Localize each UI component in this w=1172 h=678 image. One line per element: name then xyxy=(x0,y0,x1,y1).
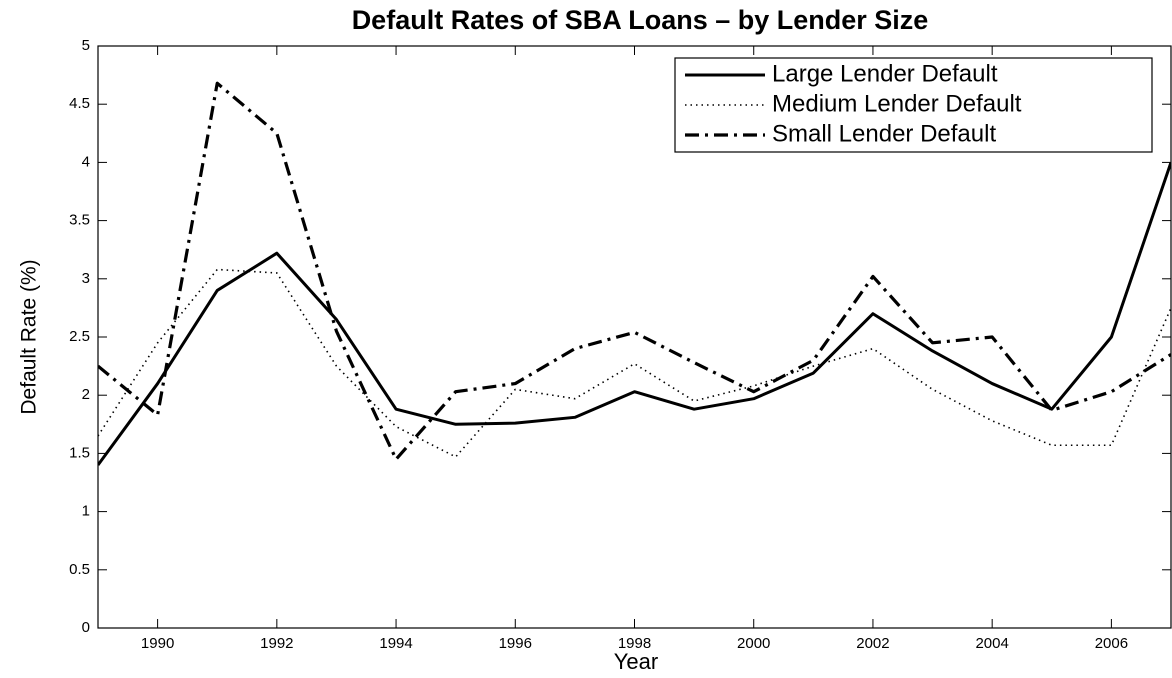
y-tick-label: 0 xyxy=(82,619,90,636)
y-tick-label: 3 xyxy=(82,270,90,287)
x-tick-label: 2004 xyxy=(975,635,1008,652)
x-tick-label: 2000 xyxy=(737,635,770,652)
legend-label: Large Lender Default xyxy=(772,60,998,87)
series-line xyxy=(98,81,1171,461)
x-tick-label: 1992 xyxy=(260,635,293,652)
y-tick-label: 4.5 xyxy=(69,95,90,112)
x-tick-label: 2002 xyxy=(856,635,889,652)
legend-label: Small Lender Default xyxy=(772,120,996,147)
x-axis-label: Year xyxy=(614,649,658,674)
x-tick-label: 1994 xyxy=(379,635,412,652)
series-line xyxy=(98,161,1171,466)
y-tick-label: 5 xyxy=(82,37,90,54)
chart-title: Default Rates of SBA Loans – by Lender S… xyxy=(352,5,929,35)
y-tick-label: 3.5 xyxy=(69,212,90,229)
x-tick-label: 1990 xyxy=(141,635,174,652)
x-tick-label: 1996 xyxy=(499,635,532,652)
legend-label: Medium Lender Default xyxy=(772,90,1022,117)
y-tick-label: 4 xyxy=(82,153,90,170)
y-axis-label: Default Rate (%) xyxy=(18,259,41,414)
x-tick-label: 2006 xyxy=(1095,635,1128,652)
y-tick-label: 2.5 xyxy=(69,328,90,345)
y-tick-label: 1 xyxy=(82,503,90,520)
y-tick-label: 1.5 xyxy=(69,444,90,461)
y-tick-label: 0.5 xyxy=(69,561,90,578)
series-line xyxy=(98,268,1171,458)
x-tick-label: 1998 xyxy=(618,635,651,652)
y-tick-label: 2 xyxy=(82,386,90,403)
